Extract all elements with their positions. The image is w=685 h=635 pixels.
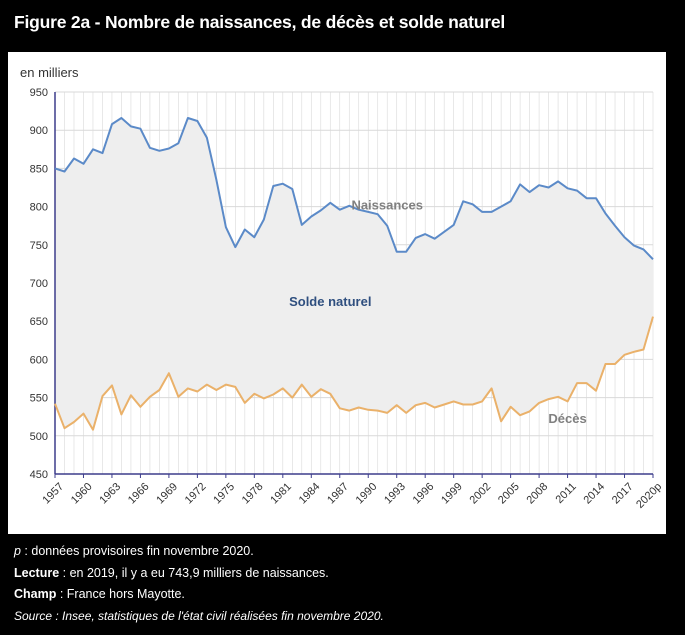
x-tick-label: 1978 (240, 481, 266, 507)
x-tick-label: 2020p (634, 481, 664, 511)
y-tick-label: 950 (30, 87, 48, 99)
y-tick-label: 700 (30, 278, 48, 290)
naissances-label: Naissances (351, 198, 423, 213)
x-tick-label: 1996 (411, 481, 437, 507)
figure-title: Figure 2a - Nombre de naissances, de déc… (14, 12, 506, 32)
reading-text: : en 2019, il y a eu 743,9 milliers de n… (59, 565, 329, 580)
x-tick-label: 2011 (554, 481, 579, 506)
y-tick-label: 800 (30, 202, 48, 214)
y-tick-label: 850 (30, 163, 48, 175)
provisional-text: : données provisoires fin novembre 2020. (20, 544, 254, 558)
provisional-note: p : données provisoires fin novembre 202… (14, 541, 384, 563)
x-tick-label: 1957 (40, 481, 66, 507)
y-tick-label: 500 (30, 431, 48, 443)
deaths-line (54, 316, 654, 431)
x-tick-label: 1981 (268, 481, 294, 507)
x-tick-label: 1990 (354, 481, 380, 507)
source-note: Source : Insee, statistiques de l'état c… (14, 608, 384, 623)
provisional-key: p (14, 544, 21, 558)
y-tick-label: 900 (30, 125, 48, 137)
scope-text: : France hors Mayotte. (56, 587, 185, 601)
x-tick-label: 1966 (126, 481, 152, 507)
x-tick-label: 1972 (183, 481, 209, 507)
x-tick-label: 2008 (525, 481, 551, 507)
x-tick-label: 2014 (581, 481, 607, 507)
x-tick-label: 1969 (154, 481, 180, 507)
scope-label: Champ (14, 587, 57, 601)
y-tick-label: 450 (30, 469, 48, 481)
y-tick-label: 750 (30, 240, 48, 252)
y-axis-label: en milliers (20, 65, 79, 80)
figure-notes: p : données provisoires fin novembre 202… (14, 541, 384, 627)
y-tick-label: 650 (30, 316, 48, 328)
x-tick-label: 1960 (69, 481, 95, 507)
deces-label: Décès (548, 411, 586, 426)
solde-naturel-area (55, 118, 653, 430)
x-tick-label: 1963 (97, 481, 123, 507)
births-line (54, 117, 654, 260)
x-tick-label: 2002 (468, 481, 494, 507)
scope-note: Champ : France hors Mayotte. (14, 584, 384, 606)
y-tick-label: 550 (30, 393, 48, 405)
x-tick-label: 2017 (610, 481, 636, 507)
reading-note: Lecture : en 2019, il y a eu 743,9 milli… (14, 563, 384, 585)
y-tick-label: 600 (30, 354, 48, 366)
chart-panel: 450 500 550 600 650 700 750 800 850 900 950 1957 196… (8, 52, 666, 534)
reading-label: Lecture (14, 565, 60, 580)
x-tick-label: 1975 (211, 481, 237, 507)
x-tick-label: 1999 (439, 481, 465, 507)
solde-naturel-label: Solde naturel (289, 294, 371, 309)
x-tick-label: 1987 (325, 481, 351, 507)
x-tick-label: 2005 (496, 481, 522, 507)
x-tick-label: 1993 (382, 481, 408, 507)
x-tick-label: 1984 (297, 481, 323, 507)
